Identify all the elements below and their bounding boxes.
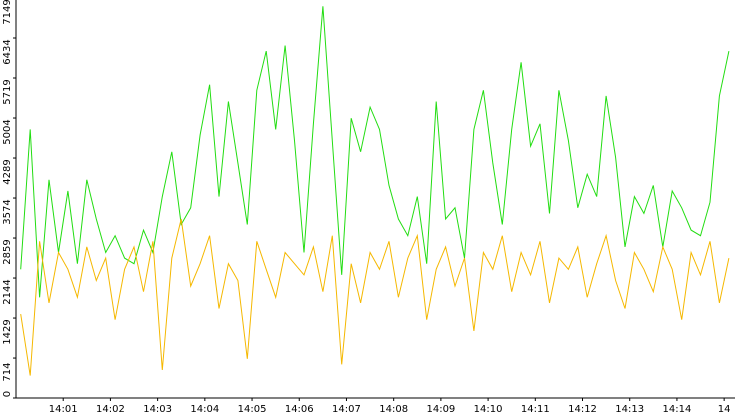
x-tick-label: 14:05: [238, 404, 267, 415]
x-tick-label: 14:12: [568, 404, 597, 415]
y-tick-label: 4289: [2, 159, 13, 184]
x-tick-label: 14:13: [615, 404, 644, 415]
x-tick-label: 14:07: [332, 404, 361, 415]
x-tick-label: 14:03: [143, 404, 172, 415]
y-tick-label: 714: [2, 363, 13, 382]
x-tick-label: 14:11: [521, 404, 550, 415]
y-tick-label: 2144: [2, 279, 13, 304]
y-tick-label: 7149: [2, 0, 13, 25]
x-tick-label: 14:09: [426, 404, 455, 415]
x-tick-label: 14:14: [663, 404, 692, 415]
y-tick-label: 0: [2, 391, 13, 397]
x-tick-label: 14:08: [379, 404, 408, 415]
x-tick-label: 14:06: [285, 404, 314, 415]
x-tick-label: 14:02: [96, 404, 125, 415]
y-tick-label: 3574: [2, 199, 13, 224]
y-tick-label: 5719: [2, 79, 13, 104]
x-tick-label: 14:04: [190, 404, 219, 415]
y-tick-label: 1429: [2, 319, 13, 344]
y-tick-label: 2859: [2, 239, 13, 264]
x-tick-label: 14: [718, 404, 731, 415]
x-tick-label: 14:10: [474, 404, 503, 415]
y-tick-label: 6434: [2, 39, 13, 64]
x-tick-label: 14:01: [49, 404, 78, 415]
series-line: [20, 6, 730, 298]
series-line: [20, 218, 730, 376]
y-tick-label: 5004: [2, 119, 13, 144]
